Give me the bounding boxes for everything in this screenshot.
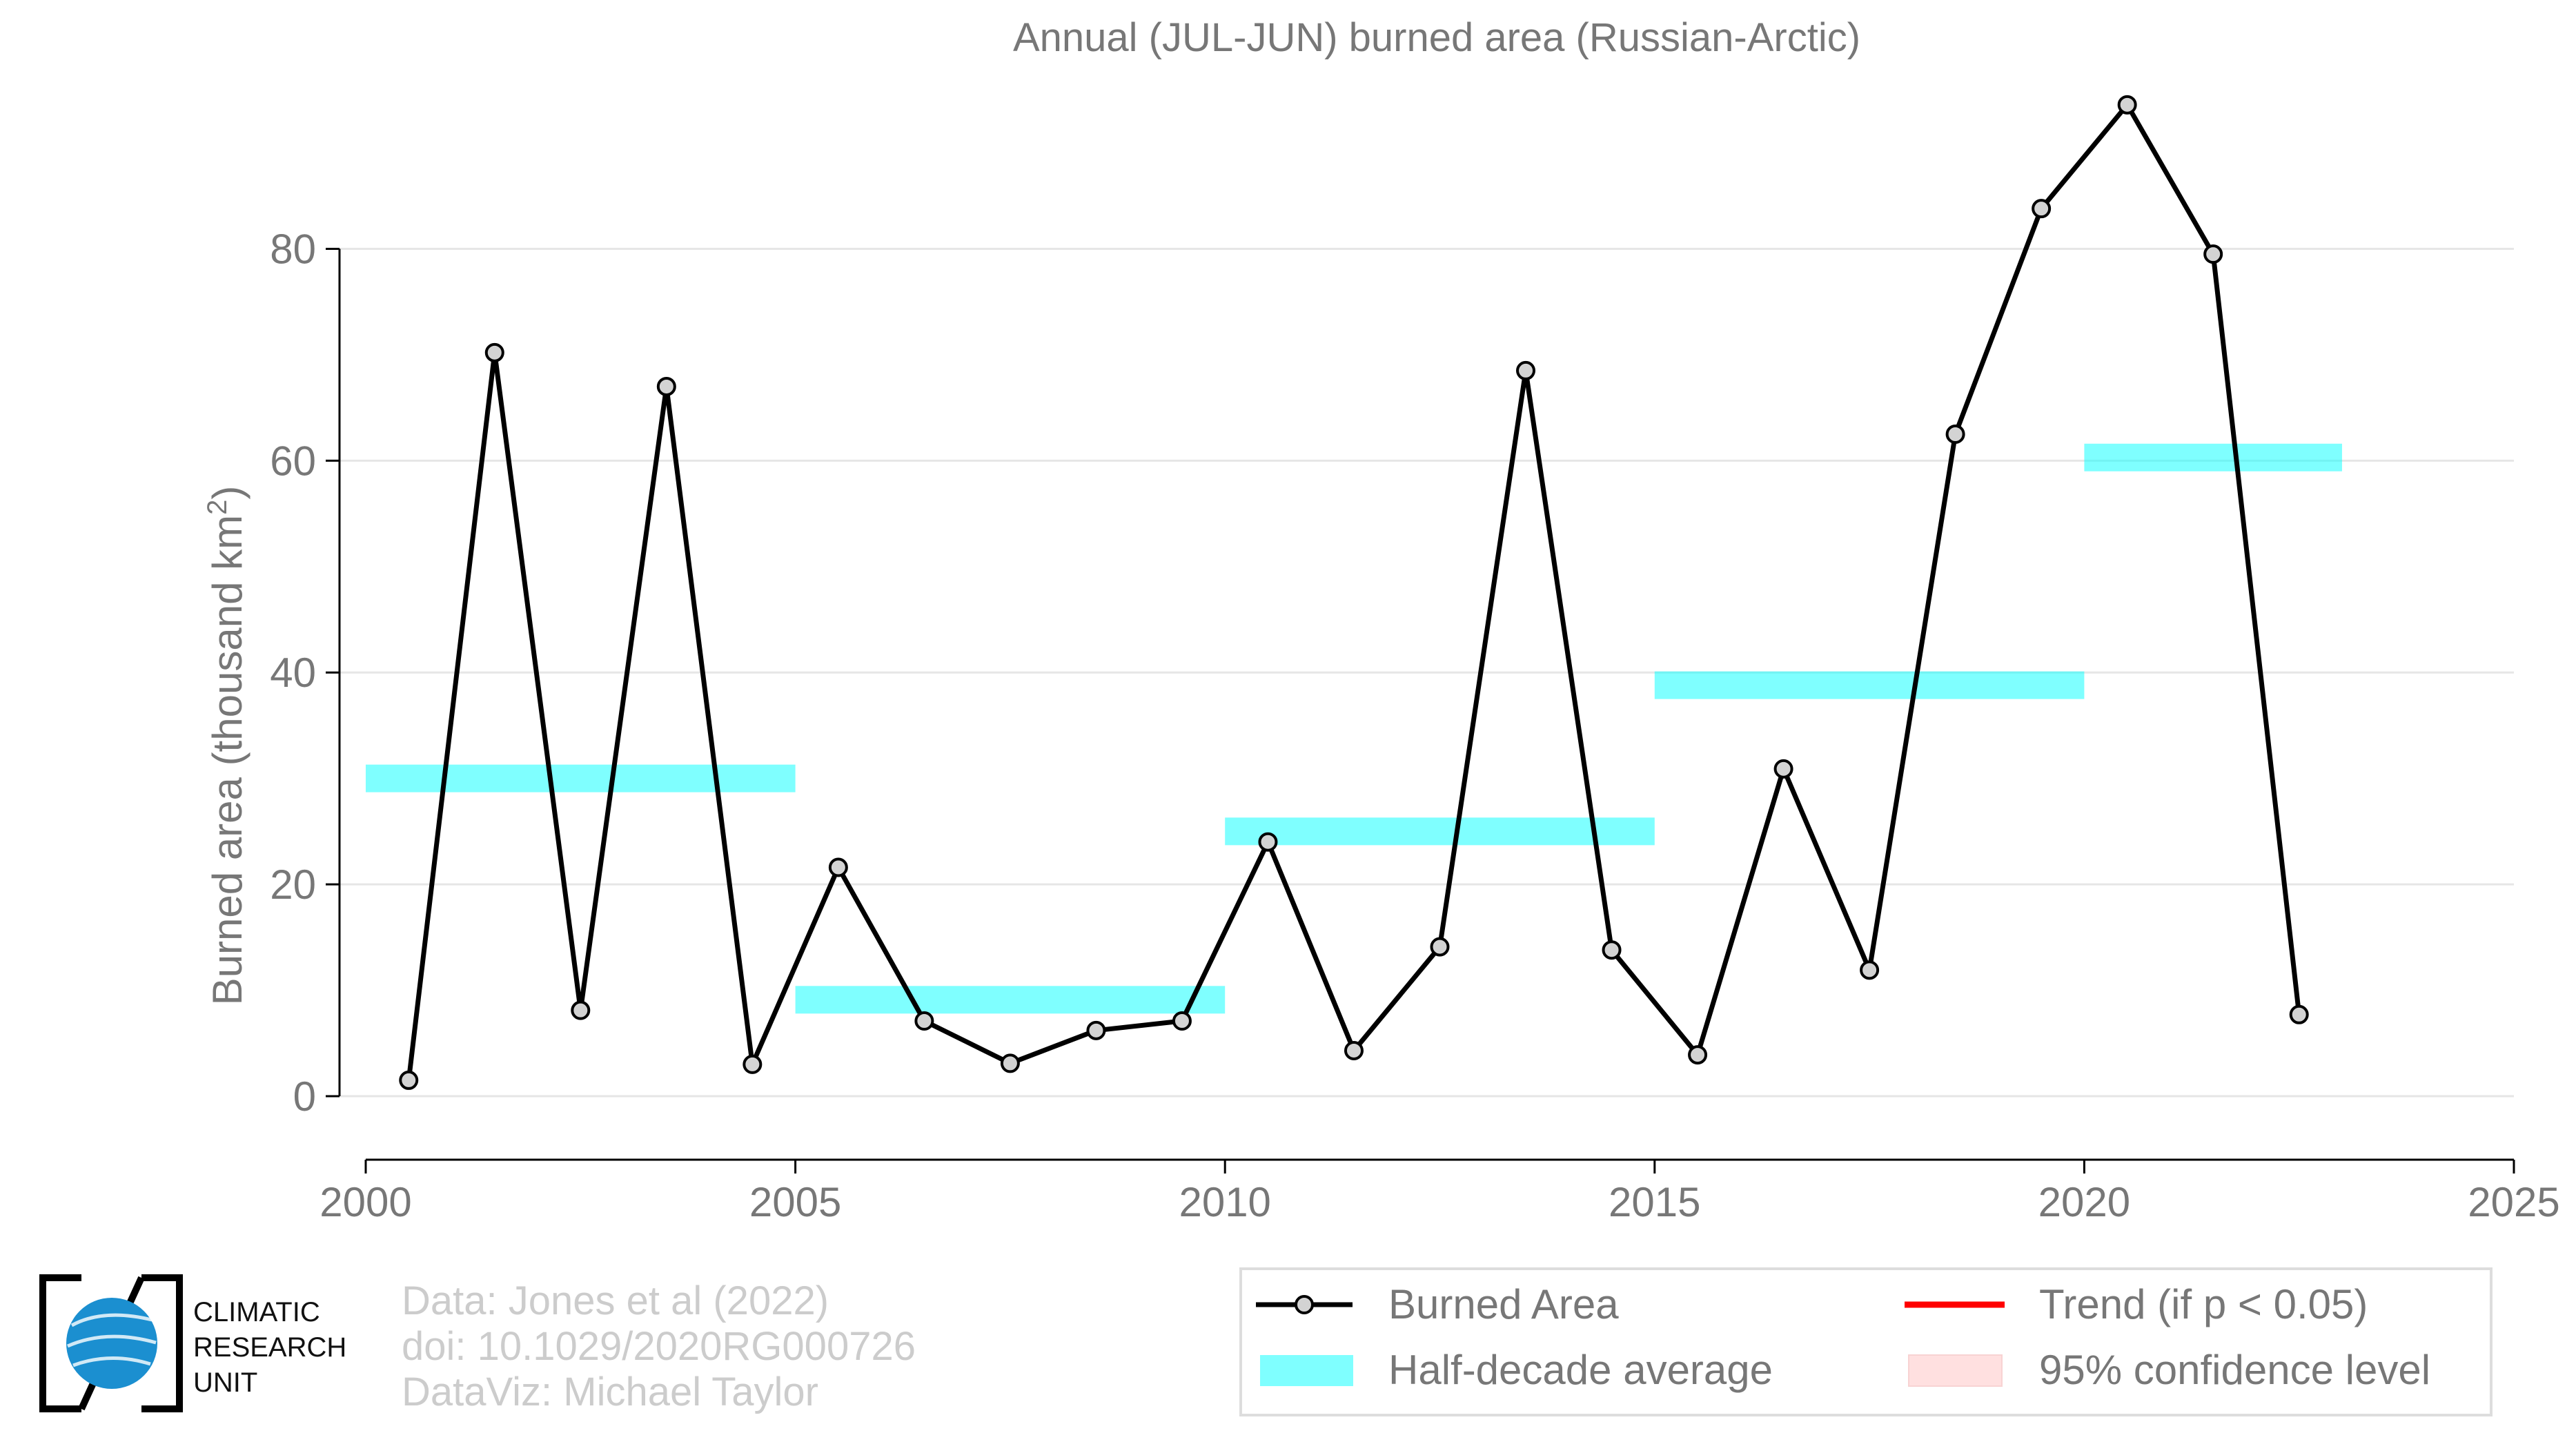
y-tick-label: 60 <box>270 438 316 484</box>
data-point <box>1860 960 1880 980</box>
credit-doi: doi: 10.1029/2020RG000726 <box>402 1324 916 1369</box>
legend-label-burned-area: Burned Area <box>1388 1281 1619 1327</box>
globe-icon <box>39 1274 183 1412</box>
y-tick-label: 0 <box>293 1073 316 1120</box>
logo-line-2: RESEARCH <box>193 1332 346 1363</box>
half-decade-band <box>366 764 796 792</box>
data-point <box>1258 832 1278 852</box>
data-point <box>1688 1045 1708 1065</box>
data-point <box>1086 1020 1106 1040</box>
legend-label-confidence: 95% confidence level <box>2039 1347 2430 1393</box>
x-tick-label: 2015 <box>1609 1179 1700 1225</box>
legend-item-confidence: 95% confidence level <box>1908 1347 2430 1393</box>
chart-title: Annual (JUL-JUN) burned area (Russian-Ar… <box>1013 15 1860 60</box>
y-tick-label: 20 <box>270 861 316 908</box>
data-point <box>1602 940 1622 960</box>
data-point <box>1516 360 1536 380</box>
credit-dataviz: DataViz: Michael Taylor <box>402 1370 818 1414</box>
y-axis-label: Burned area (thousand km2) <box>202 486 250 1006</box>
logo-line-1: CLIMATIC <box>193 1297 320 1327</box>
x-tick-label: 2000 <box>319 1179 411 1225</box>
gridlines <box>340 247 2514 1098</box>
data-point <box>399 1070 419 1090</box>
cru-logo: CLIMATIC RESEARCH UNIT <box>39 1274 346 1412</box>
data-point <box>1172 1011 1192 1031</box>
legend-item-half-decade: Half-decade average <box>1260 1347 1773 1393</box>
data-point <box>2289 1004 2309 1024</box>
data-point <box>2117 95 2137 115</box>
data-point <box>1000 1053 1020 1073</box>
legend-item-burned-area: Burned Area <box>1256 1281 1619 1327</box>
y-tick-label: 80 <box>270 226 316 272</box>
x-tick-label: 2010 <box>1179 1179 1270 1225</box>
x-axis: 2000 2005 2010 2015 2020 2025 <box>319 1158 2560 1225</box>
x-tick-label: 2020 <box>2038 1179 2130 1225</box>
legend: Burned Area Trend (if p < 0.05) Half-dec… <box>1239 1267 2493 1416</box>
legend-label-half-decade: Half-decade average <box>1388 1347 1773 1393</box>
x-tick-label: 2005 <box>749 1179 841 1225</box>
half-decade-bands <box>366 443 2342 1014</box>
legend-item-trend: Trend (if p < 0.05) <box>1905 1281 2368 1327</box>
data-point <box>914 1011 934 1031</box>
half-decade-band <box>1654 671 2085 699</box>
y-axis: 0 20 40 60 80 <box>270 226 341 1120</box>
data-point <box>571 1000 591 1020</box>
legend-box <box>1239 1267 2493 1416</box>
logo-line-3: UNIT <box>193 1367 257 1398</box>
legend-label-trend: Trend (if p < 0.05) <box>2039 1281 2368 1327</box>
half-decade-band <box>795 986 1226 1014</box>
half-decade-band <box>2084 443 2342 471</box>
credit-data: Data: Jones et al (2022) <box>402 1278 829 1323</box>
half-decade-band <box>1225 817 1655 846</box>
data-point <box>828 857 848 877</box>
burned-area-line <box>406 102 2302 1081</box>
data-points <box>399 95 2309 1090</box>
y-tick-label: 40 <box>270 650 316 696</box>
data-point <box>656 376 676 396</box>
data-point <box>2203 244 2223 264</box>
data-point <box>484 342 504 362</box>
data-point <box>2032 199 2052 219</box>
data-point <box>1430 937 1450 957</box>
data-point <box>1344 1040 1364 1060</box>
data-point <box>1773 759 1793 779</box>
series-line <box>406 102 2302 1081</box>
data-point <box>1945 424 1965 444</box>
x-tick-label: 2025 <box>2468 1179 2559 1225</box>
data-point <box>743 1054 763 1074</box>
